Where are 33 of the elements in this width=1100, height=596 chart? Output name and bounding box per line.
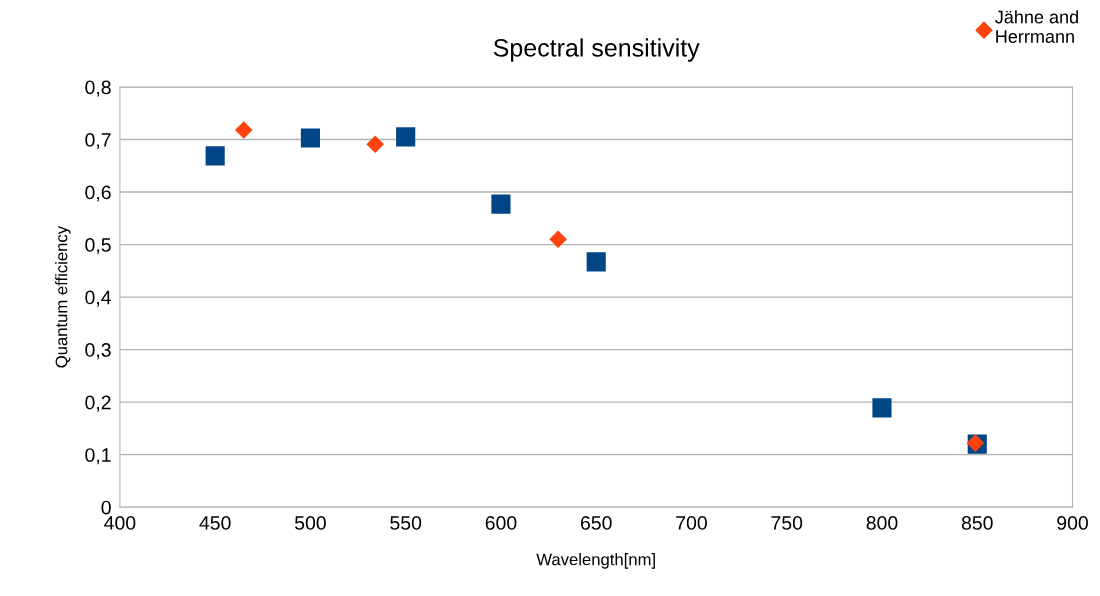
point <box>491 194 511 214</box>
legend-label: Jähne and Herrmann <box>995 10 1078 43</box>
y-tick-label: 0,8 <box>85 80 111 97</box>
point <box>234 121 253 139</box>
point <box>872 398 892 418</box>
point <box>205 146 225 166</box>
point <box>366 135 384 154</box>
chart-title: Spectral sensitivity <box>493 38 700 62</box>
x-tick-label: 750 <box>771 516 803 530</box>
x-tick-label: 700 <box>676 516 707 530</box>
y-tick-label: 0,1 <box>85 448 111 465</box>
y-tick-label: 0,6 <box>85 185 111 202</box>
x-tick-label: 600 <box>485 516 517 530</box>
y-tick-label: 0,3 <box>85 343 111 360</box>
x-tick-label: 450 <box>199 516 231 530</box>
y-tick-label: 0,7 <box>85 133 111 150</box>
y-tick-label: 0 <box>101 500 111 515</box>
x-tick-label: 650 <box>580 516 612 530</box>
point <box>549 230 567 249</box>
point <box>396 127 416 147</box>
x-tick-label: 800 <box>866 516 898 530</box>
x-tick-label: 850 <box>961 516 993 530</box>
x-tick-label: 550 <box>390 516 422 530</box>
y-axis-title: Quantum efficiency <box>55 225 71 368</box>
x-tick-label: 400 <box>104 516 136 530</box>
y-tick-label: 0,2 <box>85 395 111 412</box>
point <box>586 252 606 272</box>
x-axis-title: Wavelength[nm] <box>536 553 655 569</box>
point <box>300 128 320 148</box>
x-tick-label: 500 <box>294 516 326 530</box>
y-tick-label: 0,4 <box>85 290 111 307</box>
y-tick-label: 0,5 <box>85 238 111 255</box>
x-tick-label: 900 <box>1057 516 1088 530</box>
